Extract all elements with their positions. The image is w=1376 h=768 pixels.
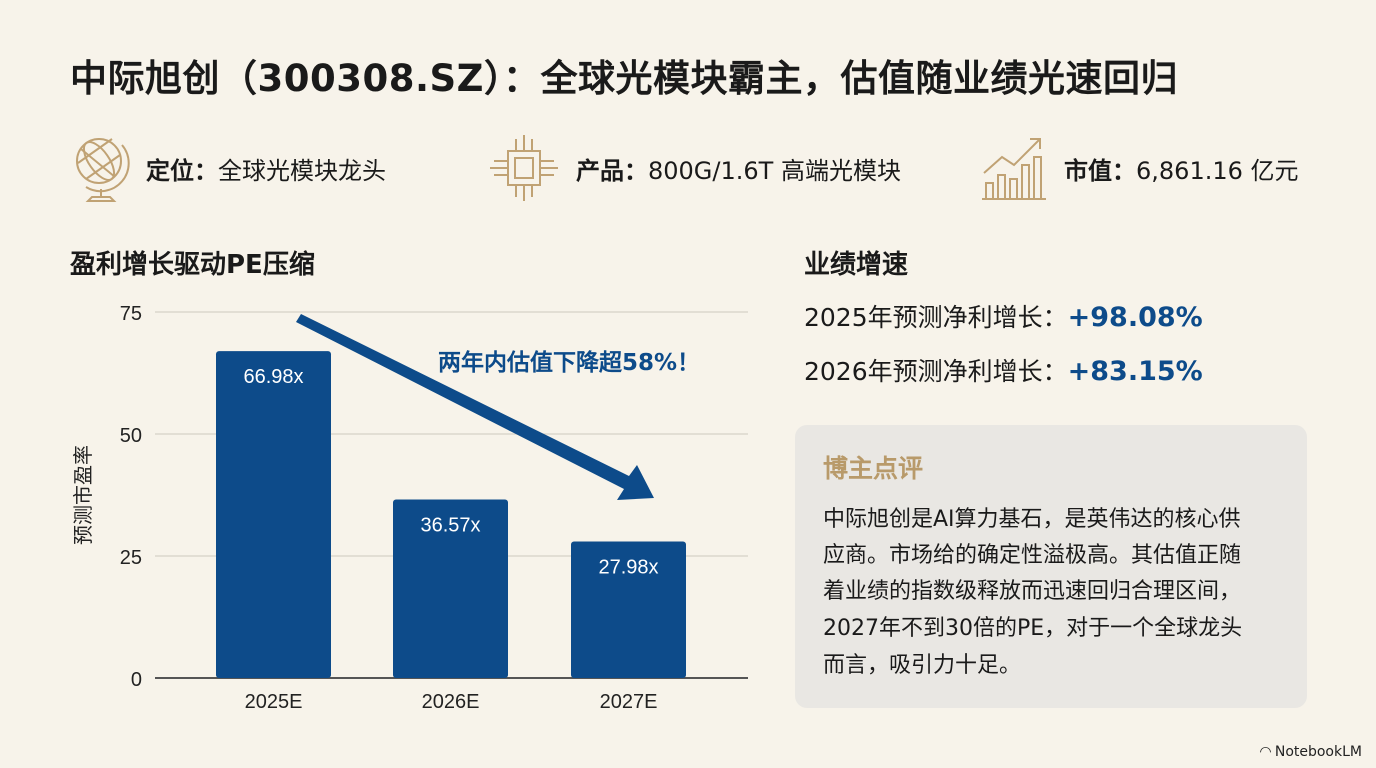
page-title: 中际旭创（300308.SZ）：全球光模块霸主，估值随业绩光速回归: [70, 57, 1178, 100]
y-tick-label: 50: [120, 425, 142, 447]
growth-label: 2025年预测净利增长：: [804, 303, 1068, 332]
comment-card: 博主点评 中际旭创是AI算力基石，是英伟达的核心供 应商。市场给的确定性溢极高。…: [795, 425, 1307, 708]
chip-icon: [490, 135, 558, 201]
growth-row-2026: 2026年预测净利增长：+83.15%: [804, 352, 1203, 388]
growth-chart-icon: [982, 138, 1046, 200]
bar-data-label: 66.98x: [243, 366, 303, 388]
chart-annotation: 两年内估值下降超58%！: [438, 349, 700, 376]
info-label: 市值：: [1064, 156, 1136, 185]
comment-line: 2027年不到30倍的PE，对于一个全球龙头: [823, 616, 1243, 641]
growth-value: +98.08%: [1067, 302, 1203, 333]
info-value: 6,861.16 亿元: [1136, 156, 1299, 185]
chart-title: 盈利增长驱动PE压缩: [70, 250, 315, 280]
info-value: 800G/1.6T 高端光模块: [648, 156, 901, 185]
x-tick-label: 2026E: [422, 691, 480, 713]
y-tick-label: 0: [131, 669, 142, 691]
info-label: 产品：: [576, 156, 648, 185]
brand-label: NotebookLM: [1274, 744, 1362, 760]
growth-value: +83.15%: [1067, 356, 1203, 387]
globe-icon: [76, 138, 130, 202]
info-value: 全球光模块龙头: [218, 156, 386, 185]
comment-line: 应商。市场给的确定性溢极高。其估值正随: [823, 543, 1242, 568]
bar-2027E: [571, 541, 686, 678]
notebooklm-logo-icon: ◠: [1260, 744, 1271, 760]
comment-line: 着业绩的指数级释放而迅速回归合理区间，: [823, 579, 1242, 604]
bar-data-label: 27.98x: [598, 556, 658, 578]
notebooklm-brand: ◠ NotebookLM: [1260, 744, 1362, 760]
info-market-cap: 市值：6,861.16 亿元: [980, 128, 1299, 208]
growth-row-2025: 2025年预测净利增长：+98.08%: [804, 298, 1203, 334]
y-axis-label: 预测市盈率: [71, 445, 95, 545]
trend-arrow-icon: [296, 314, 654, 500]
y-tick-label: 75: [120, 303, 142, 325]
info-positioning: 定位：全球光模块龙头: [72, 128, 386, 208]
comment-title: 博主点评: [823, 454, 924, 483]
bar-2026E: [393, 499, 508, 678]
growth-label: 2026年预测净利增长：: [804, 357, 1068, 386]
growth-title: 业绩增速: [804, 250, 909, 280]
info-product: 产品：800G/1.6T 高端光模块: [488, 128, 901, 208]
bar-2025E: [216, 351, 331, 678]
bar-data-label: 36.57x: [420, 515, 480, 537]
x-tick-label: 2025E: [245, 691, 303, 713]
info-label: 定位：: [146, 156, 218, 185]
y-tick-label: 25: [120, 547, 142, 569]
x-tick-label: 2027E: [600, 691, 658, 713]
comment-line: 而言，吸引力十足。: [823, 653, 1022, 678]
comment-line: 中际旭创是AI算力基石，是英伟达的核心供: [823, 507, 1241, 532]
